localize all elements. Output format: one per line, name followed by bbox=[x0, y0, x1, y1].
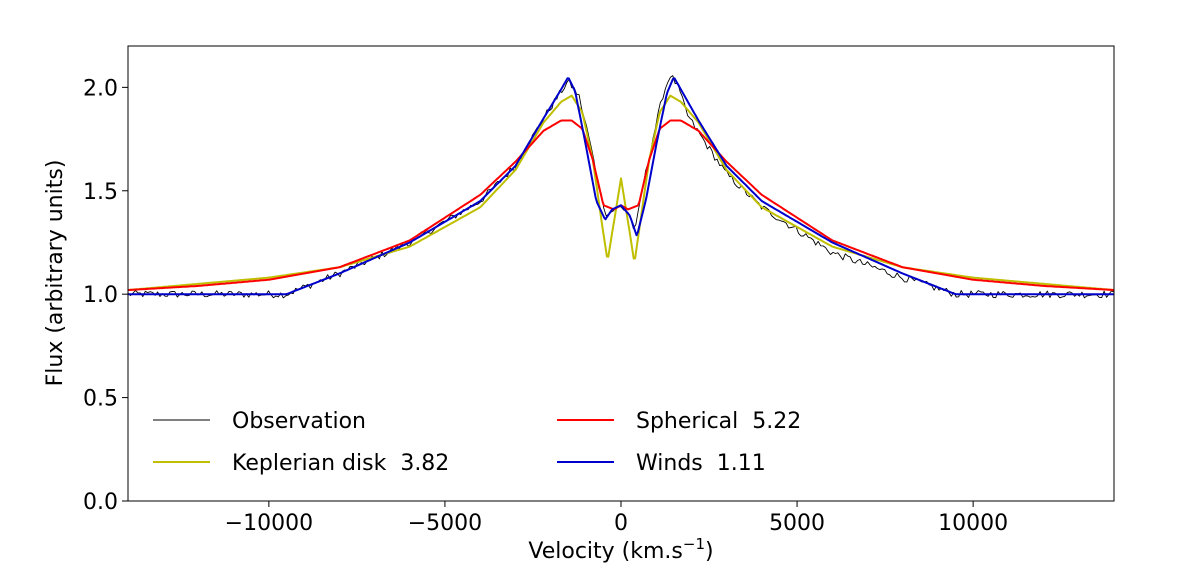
series-line-3 bbox=[128, 77, 1114, 296]
series-layer bbox=[127, 75, 1115, 299]
legend: Observation Keplerian disk 3.82 Spherical … bbox=[153, 409, 801, 476]
y-axis-title: Flux (arbitrary units) bbox=[43, 160, 68, 387]
y-tick-label: 1.5 bbox=[83, 180, 118, 205]
legend-label: Observation bbox=[232, 409, 366, 434]
x-tick-label: 5000 bbox=[769, 511, 825, 536]
x-tick-label: 0 bbox=[614, 511, 628, 536]
legend-label: Spherical 5.22 bbox=[636, 409, 801, 434]
y-tick-label: 2.0 bbox=[83, 76, 118, 101]
x-axis-title: Velocity (km.s−1) bbox=[528, 535, 713, 564]
y-tick-label: 0.0 bbox=[83, 490, 118, 515]
x-axis-title-superscript: −1 bbox=[683, 535, 705, 553]
x-tick-label: −5000 bbox=[408, 511, 482, 536]
y-tick-label: 0.5 bbox=[83, 387, 118, 412]
legend-label: Keplerian disk 3.82 bbox=[232, 451, 449, 476]
series-line-1 bbox=[127, 94, 1115, 291]
x-axis-title-end: ) bbox=[705, 539, 714, 564]
ticks-layer: −10000 −5000 0 5000 10000 0.0 0.5 1.0 1.5 2.0 bbox=[83, 76, 1008, 536]
x-axis-title-main: Velocity (km.s bbox=[528, 539, 683, 564]
x-tick-label: −10000 bbox=[225, 511, 313, 536]
legend-label: Winds 1.11 bbox=[636, 451, 766, 476]
x-tick-label: 10000 bbox=[938, 511, 1008, 536]
y-tick-label: 1.0 bbox=[83, 283, 118, 308]
